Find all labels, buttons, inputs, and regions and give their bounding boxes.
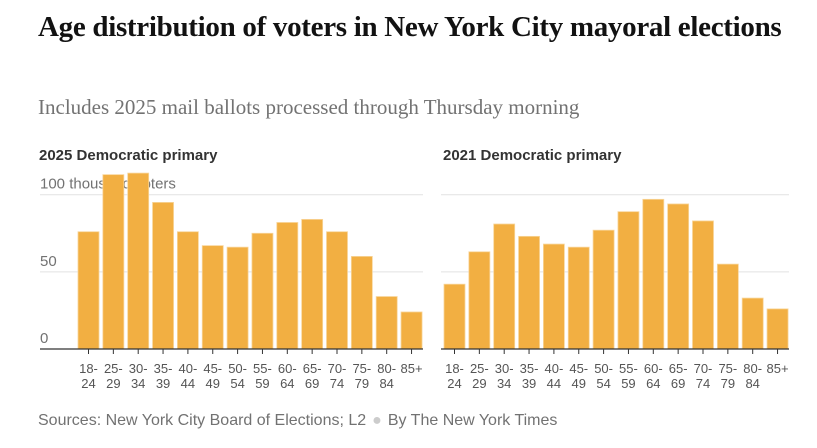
x-tick-label: 75-: [352, 361, 371, 376]
x-tick-label: 25-: [104, 361, 123, 376]
x-tick-label: 24: [81, 376, 95, 391]
x-tick-label: 80-: [743, 361, 762, 376]
bar: [127, 172, 150, 350]
x-tick-label: 45-: [203, 361, 222, 376]
x-tick-label: 50-: [228, 361, 247, 376]
x-tick-label: 85+: [767, 361, 789, 376]
bar: [766, 308, 789, 350]
x-tick-label: 74: [330, 376, 344, 391]
bar: [493, 223, 516, 350]
x-tick-label: 84: [379, 376, 393, 391]
x-tick-label: 29: [106, 376, 120, 391]
x-tick-label: 60-: [644, 361, 663, 376]
x-tick-label: 85+: [401, 361, 423, 376]
y-tick-label: 0: [40, 330, 48, 347]
byline: By The New York Times: [387, 412, 558, 429]
bar: [152, 202, 174, 350]
x-tick-label: 39: [156, 376, 170, 391]
x-tick-label: 80-: [377, 361, 396, 376]
x-tick-label: 75-: [718, 361, 737, 376]
bar: [251, 232, 274, 350]
x-tick-label: 79: [355, 376, 369, 391]
bar: [567, 246, 590, 350]
bar: [375, 296, 398, 350]
x-tick-label: 64: [646, 376, 660, 391]
x-tick-label: 65-: [669, 361, 688, 376]
bar: [443, 283, 466, 350]
x-tick-label: 45-: [569, 361, 588, 376]
x-tick-label: 65-: [303, 361, 322, 376]
x-tick-label: 39: [522, 376, 536, 391]
x-tick-label: 74: [696, 376, 710, 391]
x-tick-label: 30-: [495, 361, 514, 376]
y-tick-label: 50: [40, 253, 57, 270]
bar: [201, 245, 224, 350]
x-tick-label: 55-: [619, 361, 638, 376]
bar: [77, 231, 100, 350]
x-tick-label: 35-: [520, 361, 539, 376]
bar: [642, 198, 665, 350]
x-tick-label: 34: [497, 376, 511, 391]
x-tick-label: 25-: [470, 361, 489, 376]
x-tick-label: 40-: [545, 361, 564, 376]
x-tick-label: 64: [280, 376, 294, 391]
x-tick-label: 40-: [179, 361, 198, 376]
bar: [592, 229, 615, 350]
x-tick-label: 18-: [79, 361, 98, 376]
x-tick-label: 29: [472, 376, 486, 391]
x-tick-label: 84: [745, 376, 759, 391]
bar: [543, 243, 565, 350]
bar: [518, 235, 540, 350]
x-tick-label: 70-: [694, 361, 713, 376]
x-tick-label: 24: [447, 376, 461, 391]
chart-title: Age distribution of voters in New York C…: [38, 11, 782, 43]
bar: [276, 222, 299, 350]
x-tick-label: 50-: [594, 361, 613, 376]
x-tick-label: 30-: [129, 361, 148, 376]
separator-dot: ●: [372, 412, 382, 429]
bar: [741, 297, 764, 350]
bar: [350, 256, 373, 350]
x-tick-label: 54: [596, 376, 610, 391]
bar: [468, 251, 491, 350]
bar: [301, 218, 324, 350]
x-tick-label: 18-: [445, 361, 464, 376]
bar: [667, 203, 690, 350]
x-tick-label: 59: [255, 376, 269, 391]
chart-subtitle: Includes 2025 mail ballots processed thr…: [38, 95, 580, 119]
bar: [102, 174, 125, 350]
x-tick-label: 44: [181, 376, 195, 391]
x-tick-label: 79: [721, 376, 735, 391]
x-tick-label: 35-: [154, 361, 173, 376]
source-text: Sources: New York City Board of Election…: [38, 412, 367, 429]
panel-title-2021: 2021 Democratic primary: [443, 147, 622, 164]
source-line: Sources: New York City Board of Election…: [38, 412, 557, 430]
bar: [617, 211, 640, 350]
x-tick-label: 55-: [253, 361, 272, 376]
bar: [326, 231, 348, 350]
x-tick-label: 49: [572, 376, 586, 391]
x-tick-label: 60-: [278, 361, 297, 376]
bar: [692, 220, 714, 350]
x-tick-label: 69: [305, 376, 319, 391]
x-tick-label: 54: [230, 376, 244, 391]
bar: [716, 263, 739, 350]
bar: [400, 311, 423, 350]
panel-title-2025: 2025 Democratic primary: [39, 147, 218, 164]
x-tick-label: 34: [131, 376, 145, 391]
x-tick-label: 69: [671, 376, 685, 391]
bar: [226, 246, 249, 350]
x-tick-label: 44: [547, 376, 561, 391]
bar: [176, 231, 199, 350]
x-tick-label: 49: [206, 376, 220, 391]
x-tick-label: 59: [621, 376, 635, 391]
x-tick-label: 70-: [328, 361, 347, 376]
